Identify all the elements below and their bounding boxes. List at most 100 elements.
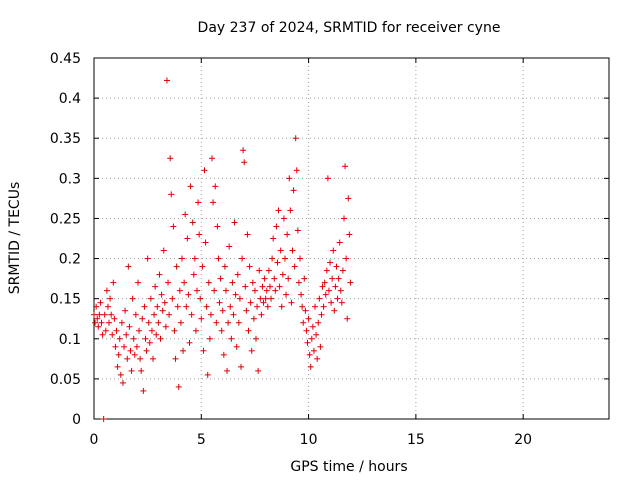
data-point: [256, 267, 263, 274]
data-point: [101, 311, 108, 318]
data-point: [182, 211, 189, 218]
data-point: [95, 323, 102, 330]
data-point: [192, 327, 199, 334]
data-point: [198, 315, 205, 322]
data-point: [290, 187, 297, 194]
data-point: [246, 263, 253, 270]
y-tick-labels: 0 0.05 0.1 0.15 0.2 0.25 0.3 0.35 0.4 0.45: [50, 51, 81, 428]
data-point: [298, 291, 305, 298]
data-point: [171, 327, 178, 334]
data-point: [175, 383, 182, 390]
data-point: [342, 163, 349, 170]
data-point: [220, 351, 227, 358]
data-point: [271, 275, 278, 282]
data-point: [110, 279, 117, 286]
data-point: [253, 335, 260, 342]
data-point: [214, 223, 221, 230]
data-point: [269, 255, 276, 262]
data-point: [123, 331, 130, 338]
data-point: [237, 363, 244, 370]
data-point: [260, 299, 267, 306]
data-point: [109, 331, 116, 338]
data-point: [334, 295, 341, 302]
data-point: [248, 347, 255, 354]
data-point: [241, 159, 248, 166]
data-point: [185, 291, 192, 298]
data-point: [103, 287, 110, 294]
data-point: [286, 175, 293, 182]
data-point: [265, 267, 272, 274]
data-point: [189, 219, 196, 226]
data-point: [289, 247, 296, 254]
data-point: [308, 335, 315, 342]
data-point: [161, 299, 168, 306]
y-tick-label: 0.15: [50, 292, 81, 308]
data-point: [227, 303, 234, 310]
data-point: [167, 155, 174, 162]
data-point: [243, 307, 250, 314]
data-point: [316, 295, 323, 302]
y-tick-label: 0.3: [59, 171, 81, 187]
axis-ticks: [93, 57, 609, 420]
data-point: [312, 303, 319, 310]
data-point: [292, 135, 299, 142]
data-point: [307, 363, 314, 370]
data-point: [247, 299, 254, 306]
data-point: [127, 347, 134, 354]
data-point: [159, 307, 166, 314]
data-point: [336, 239, 343, 246]
data-point: [281, 255, 288, 262]
x-tick-label: 0: [90, 432, 99, 448]
data-point: [173, 263, 180, 270]
data-point: [335, 275, 342, 282]
data-point: [157, 335, 164, 342]
data-point: [306, 351, 313, 358]
data-point: [235, 319, 242, 326]
data-point: [162, 323, 169, 330]
data-point: [196, 231, 203, 238]
data-point: [285, 275, 292, 282]
data-point: [329, 275, 336, 282]
data-point: [170, 223, 177, 230]
data-point: [328, 299, 335, 306]
data-point: [319, 283, 326, 290]
data-point: [234, 271, 241, 278]
data-point: [283, 291, 290, 298]
data-point: [200, 347, 207, 354]
y-tick-label: 0.25: [50, 211, 81, 227]
data-point: [178, 255, 185, 262]
y-tick-label: 0.1: [59, 332, 81, 348]
data-point: [172, 355, 179, 362]
data-point: [268, 295, 275, 302]
data-point: [272, 287, 279, 294]
data-point: [113, 327, 120, 334]
y-tick-label: 0.2: [59, 252, 81, 268]
data-point: [254, 303, 261, 310]
data-point: [204, 371, 211, 378]
data-point: [249, 279, 256, 286]
data-point: [116, 335, 123, 342]
data-point: [183, 303, 190, 310]
data-point: [148, 327, 155, 334]
data-point: [244, 231, 251, 238]
data-point: [222, 287, 229, 294]
data-point: [212, 183, 219, 190]
data-point: [154, 303, 161, 310]
data-point: [136, 327, 143, 334]
data-point: [255, 367, 262, 374]
data-point: [147, 295, 154, 302]
data-point: [310, 347, 317, 354]
data-point: [119, 379, 126, 386]
data-point: [304, 339, 311, 346]
data-point: [166, 311, 173, 318]
data-point: [97, 299, 104, 306]
data-point: [144, 255, 151, 262]
data-point: [201, 167, 208, 174]
data-point: [169, 295, 176, 302]
data-point: [163, 77, 170, 84]
chart-title: Day 237 of 2024, SRMTID for receiver cyn…: [198, 20, 501, 36]
data-point: [325, 287, 332, 294]
data-point: [124, 355, 131, 362]
data-point: [205, 279, 212, 286]
data-point: [347, 279, 354, 286]
